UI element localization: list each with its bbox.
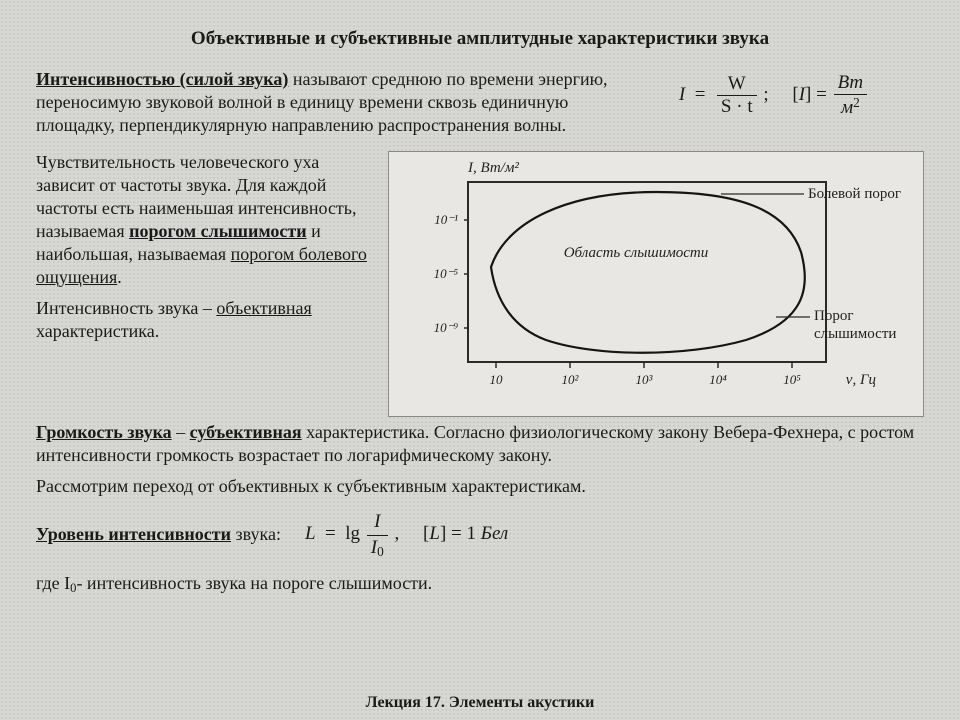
intro-paragraph: Интенсивностью (силой звука) называют ср…: [36, 68, 614, 137]
f2-lg: lg: [345, 523, 360, 544]
p3a: Интенсивность звука –: [36, 298, 216, 318]
f1-frac1: W S · t: [717, 73, 757, 118]
page: Объективные и субъективные амплитудные х…: [0, 0, 960, 720]
p6a: звука:: [231, 524, 281, 544]
f1-lhs1: I: [679, 84, 685, 105]
f2-den: I0: [367, 535, 388, 560]
f2-br-close: ]: [440, 523, 446, 544]
f1-den1a: S: [721, 96, 732, 117]
hearing-area-curve: [491, 192, 805, 353]
p4a: –: [172, 422, 190, 442]
f1-den1: S · t: [717, 95, 757, 118]
chart-svg: I, Вт/м² 10⁻¹ 10⁻⁵ 10⁻⁹ 10 10² 10³: [389, 152, 923, 416]
bottom-label-1: Порог: [814, 308, 854, 324]
f2-L: L: [305, 523, 316, 544]
xtick-2: 10³: [636, 372, 654, 387]
ytick-2: 10⁻⁹: [434, 320, 459, 335]
ytick-0: 10⁻¹: [434, 212, 458, 227]
f1-frac2: Вт м2: [834, 72, 868, 119]
formula-level: L = lg I I0 , [L] = 1 Бел: [305, 510, 508, 560]
term-intensity-level: Уровень интенсивности: [36, 524, 231, 544]
transition-paragraph: Рассмотрим переход от объективных к субъ…: [36, 475, 924, 498]
f1-den1dot: ·: [736, 96, 742, 117]
region-label: Область слышимости: [564, 245, 709, 261]
ytick-1: 10⁻⁵: [434, 266, 459, 281]
term-loudness: Громкость звука: [36, 422, 172, 442]
mid-text: Чувствительность человеческого уха завис…: [36, 151, 376, 351]
xtick-3: 10⁴: [709, 372, 727, 387]
lecture-footer: Лекция 17. Элементы акустики: [0, 694, 960, 712]
f2-eq2: =: [451, 523, 462, 544]
f1-den1b: t: [747, 96, 752, 117]
bottom-label-2: слышимости: [814, 326, 896, 342]
term-subjective: субъективная: [190, 422, 302, 442]
p3b: характеристика.: [36, 321, 159, 341]
p7a: где I: [36, 573, 70, 593]
f1-den2sup: 2: [853, 95, 860, 110]
sensitivity-paragraph: Чувствительность человеческого уха завис…: [36, 151, 376, 289]
loudness-paragraph: Громкость звука – субъективная характери…: [36, 421, 924, 467]
f2-eq: =: [325, 523, 336, 544]
f2-unit: Бел: [481, 523, 508, 544]
where-paragraph: где I0- интенсивность звука на пороге сл…: [36, 572, 924, 596]
top-label: Болевой порог: [808, 186, 901, 202]
chart-x-axis-label: ν, Гц: [846, 372, 876, 388]
term-threshold-hearing: порогом слышимости: [129, 221, 306, 241]
f2-den-sub: 0: [377, 544, 384, 559]
level-line: Уровень интенсивности звука: L = lg I I0…: [36, 506, 924, 564]
intro-block: Интенсивностью (силой звука) называют ср…: [36, 68, 924, 145]
p7b: - интенсивность звука на пороге слышимос…: [76, 573, 432, 593]
f1-den2a: м: [841, 97, 853, 118]
chart-frame: [468, 182, 826, 362]
f1-num1: W: [717, 73, 757, 95]
f1-sep: ;: [763, 84, 768, 105]
term-objective: объективная: [216, 298, 311, 318]
f1-num2: Вт: [834, 72, 868, 94]
chart-y-ticks: 10⁻¹ 10⁻⁵ 10⁻⁹: [434, 212, 468, 335]
f2-br-L: L: [429, 523, 440, 544]
objective-paragraph: Интенсивность звука – объективная характ…: [36, 297, 376, 343]
f1-den2: м2: [834, 94, 868, 119]
intro-text: Интенсивностью (силой звука) называют ср…: [36, 68, 614, 145]
f2-comma: ,: [395, 523, 400, 544]
mid-block: Чувствительность человеческого уха завис…: [36, 151, 924, 417]
xtick-0: 10: [490, 372, 504, 387]
f2-frac: I I0: [367, 510, 388, 560]
chart-y-axis-label: I, Вт/м²: [467, 160, 519, 176]
term-intensity: Интенсивностью (силой звука): [36, 69, 288, 89]
xtick-4: 10⁵: [783, 372, 801, 387]
chart-x-ticks: 10 10² 10³ 10⁴ 10⁵: [490, 362, 802, 387]
formula-intensity: I = W S · t ; [I] = Вт м2: [624, 68, 924, 119]
hearing-chart: I, Вт/м² 10⁻¹ 10⁻⁵ 10⁻⁹ 10 10² 10³: [388, 151, 924, 417]
xtick-1: 10²: [562, 372, 580, 387]
f1-br-close: ]: [805, 84, 811, 105]
f2-one: 1: [466, 523, 476, 544]
f2-num: I: [367, 510, 388, 534]
page-title: Объективные и субъективные амплитудные х…: [36, 28, 924, 50]
p2c: .: [117, 267, 122, 287]
